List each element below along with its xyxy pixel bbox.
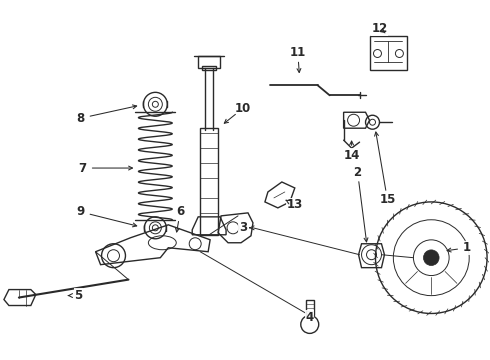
Text: 15: 15 bbox=[379, 193, 395, 206]
Text: 12: 12 bbox=[371, 22, 388, 35]
Text: 7: 7 bbox=[78, 162, 87, 175]
Text: 1: 1 bbox=[463, 241, 471, 254]
Text: 13: 13 bbox=[287, 198, 303, 211]
Circle shape bbox=[423, 250, 439, 266]
Text: 8: 8 bbox=[76, 112, 85, 125]
Text: 3: 3 bbox=[239, 221, 247, 234]
Text: 9: 9 bbox=[76, 205, 85, 219]
Text: 5: 5 bbox=[74, 289, 83, 302]
Text: 14: 14 bbox=[343, 149, 360, 162]
Text: 10: 10 bbox=[235, 102, 251, 115]
Text: 6: 6 bbox=[176, 205, 184, 219]
Text: 2: 2 bbox=[353, 166, 362, 179]
Text: 11: 11 bbox=[290, 46, 306, 59]
Text: 4: 4 bbox=[306, 311, 314, 324]
